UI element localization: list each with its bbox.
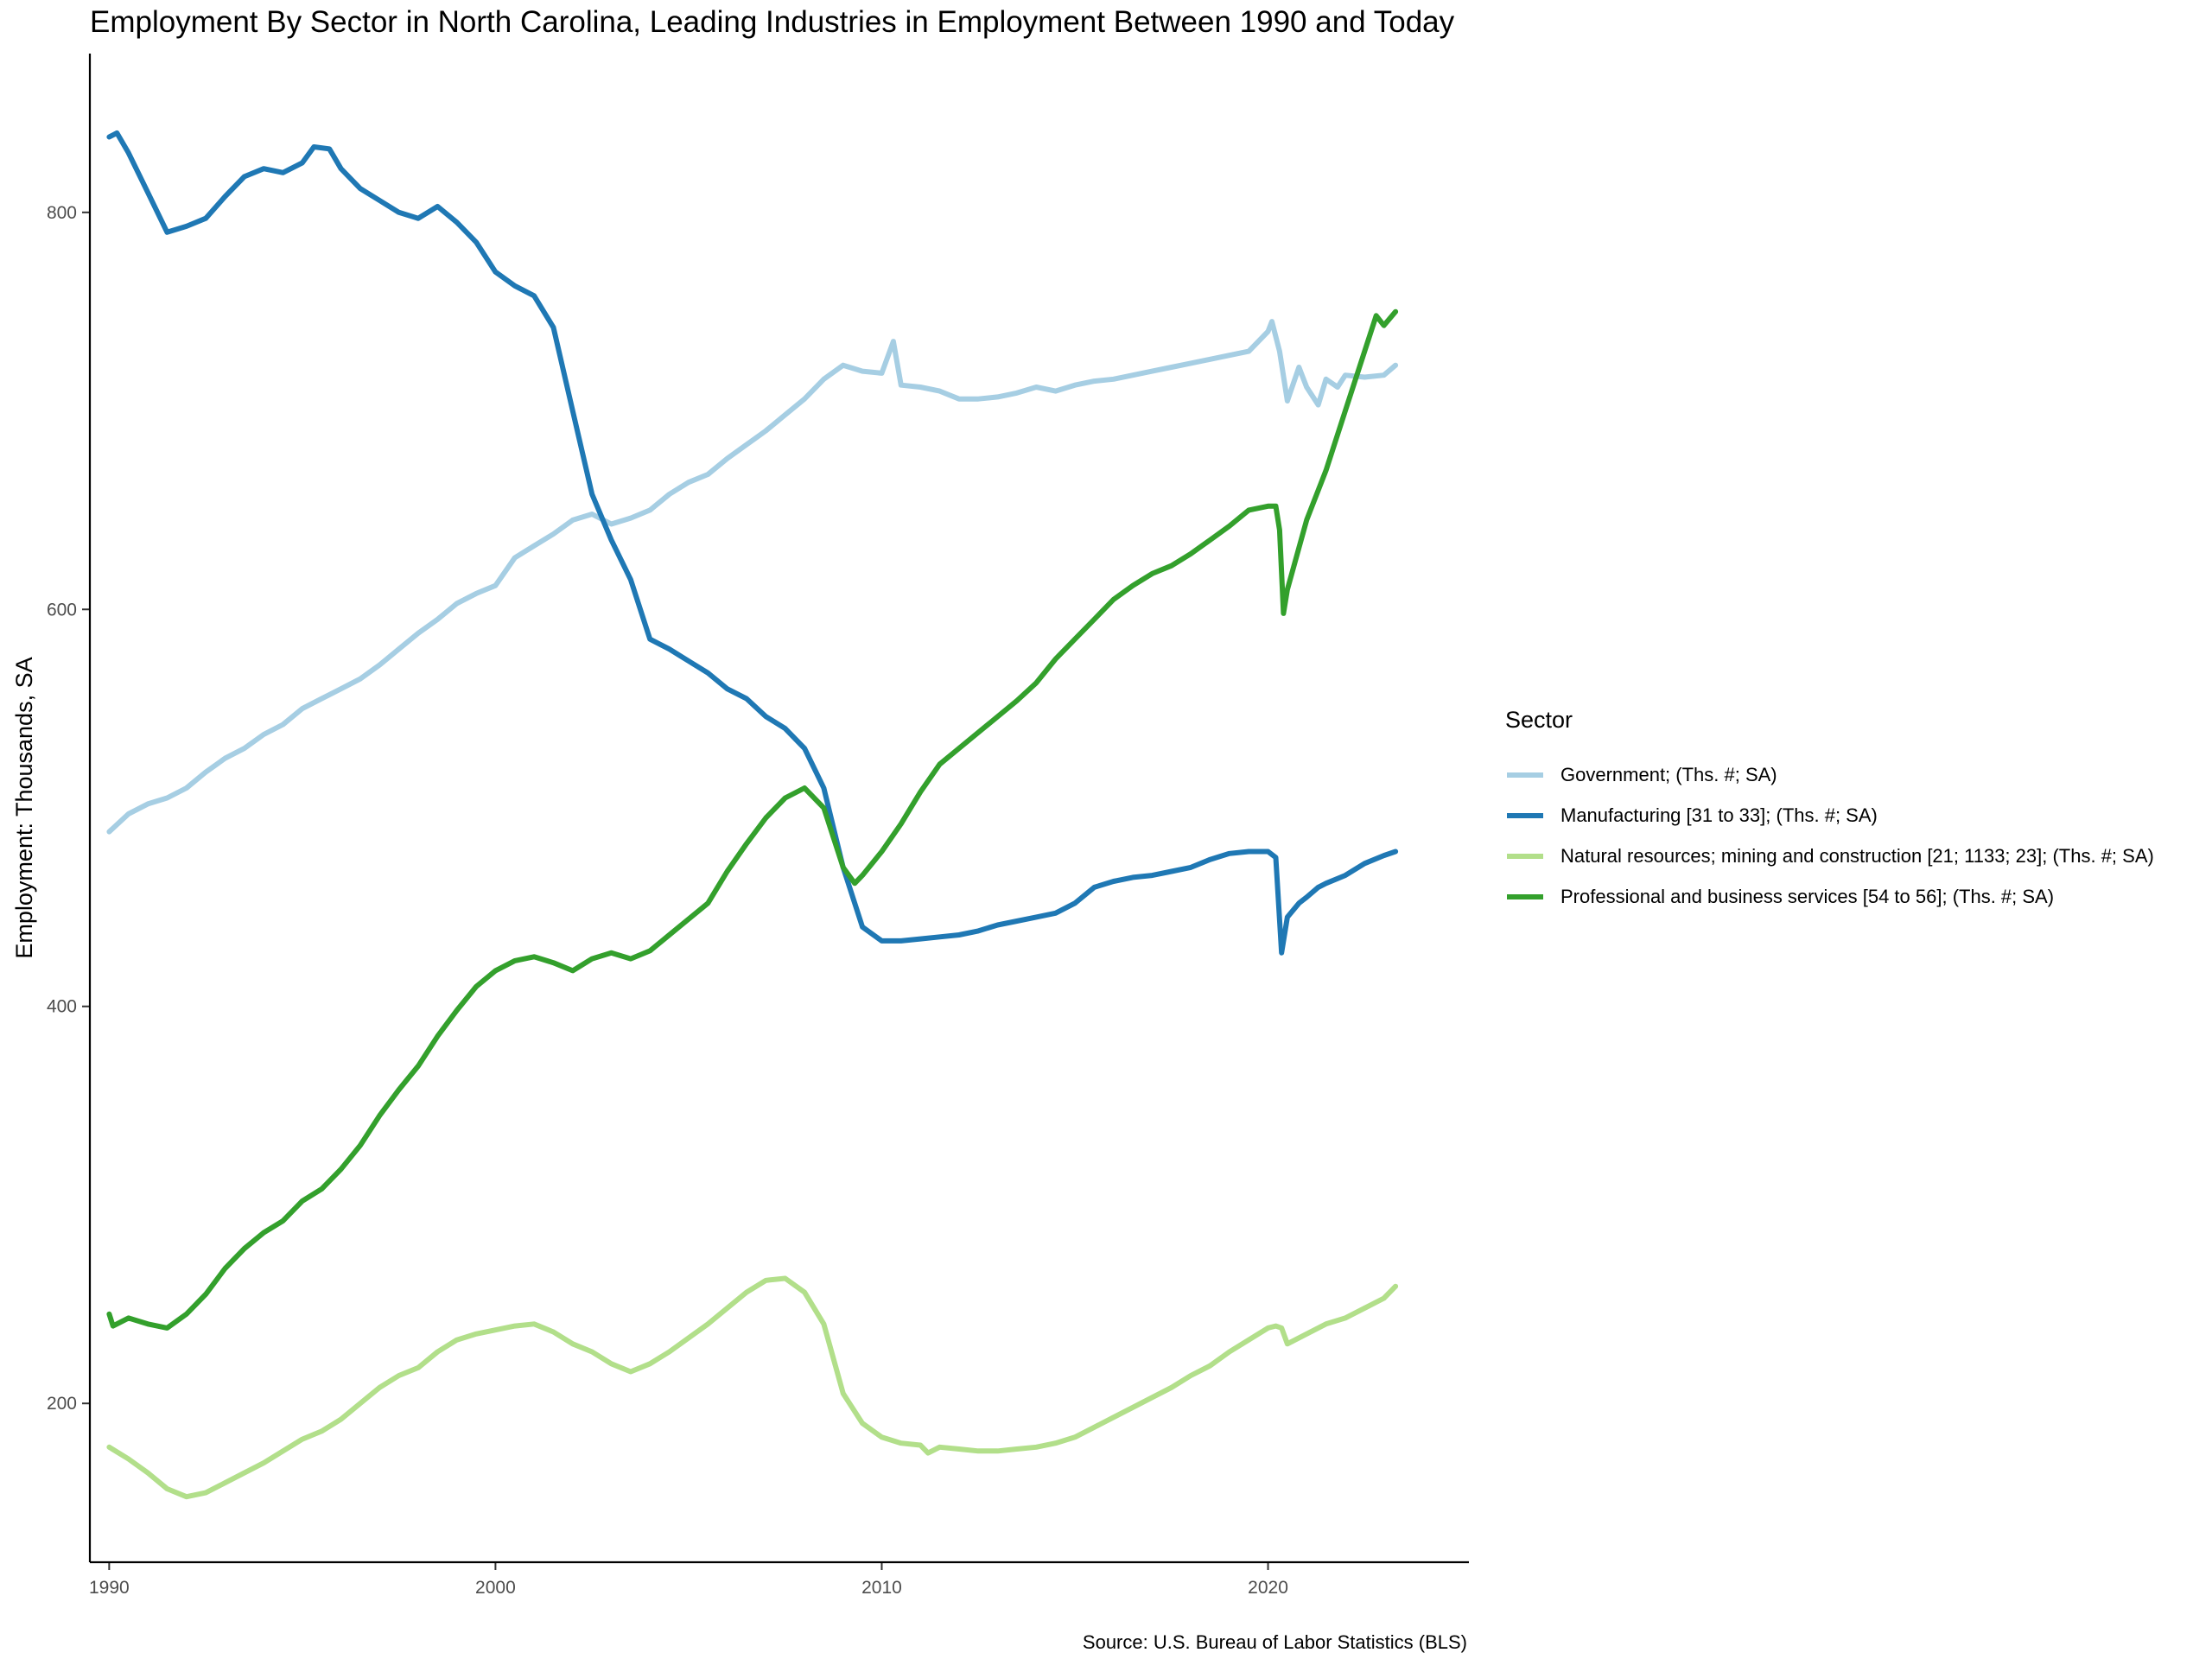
x-tick-label: 2000 <box>475 1578 516 1598</box>
series-line-1 <box>106 130 1399 956</box>
legend-items: Government; (Ths. #; SA) Manufacturing [3… <box>1503 754 2154 917</box>
legend-swatch <box>1507 893 1543 899</box>
series-line-2 <box>106 1275 1399 1500</box>
x-tick-label: 1990 <box>89 1578 130 1598</box>
source-caption: Source: U.S. Bureau of Labor Statistics … <box>1082 1631 1467 1653</box>
legend-label: Government; (Ths. #; SA) <box>1560 763 1777 785</box>
y-axis-ticks: 200 400 600 800 <box>47 203 90 1414</box>
legend-swatch <box>1507 853 1543 859</box>
y-axis-title: Employment: Thousands, SA <box>11 657 37 958</box>
legend-item: Natural resources; mining and constructi… <box>1503 836 2154 876</box>
y-tick-label: 800 <box>47 203 77 223</box>
legend: Sector Government; (Ths. #; SA) Manufactu… <box>1503 707 2154 917</box>
x-tick-label: 2010 <box>861 1578 902 1598</box>
legend-item: Manufacturing [31 to 33]; (Ths. #; SA) <box>1503 795 2154 836</box>
x-axis-ticks: 1990 2000 2010 2020 <box>89 1562 1288 1598</box>
legend-label: Natural resources; mining and constructi… <box>1560 844 2154 867</box>
legend-item: Government; (Ths. #; SA) <box>1503 754 2154 795</box>
chart-title: Employment By Sector in North Carolina, … <box>90 5 1455 39</box>
series-line-3 <box>106 308 1399 1331</box>
y-tick-label: 200 <box>47 1394 77 1414</box>
legend-title: Sector <box>1505 707 1573 733</box>
legend-label: Manufacturing [31 to 33]; (Ths. #; SA) <box>1560 804 1878 826</box>
y-tick-label: 600 <box>47 600 77 620</box>
y-tick-label: 400 <box>47 997 77 1017</box>
series-lines <box>106 130 1399 1500</box>
legend-label: Professional and business services [54 t… <box>1560 885 2055 907</box>
legend-item: Professional and business services [54 t… <box>1503 876 2154 917</box>
legend-swatch <box>1507 812 1543 818</box>
x-tick-label: 2020 <box>1248 1578 1288 1598</box>
series-line-0 <box>106 319 1399 835</box>
legend-swatch <box>1507 772 1543 778</box>
